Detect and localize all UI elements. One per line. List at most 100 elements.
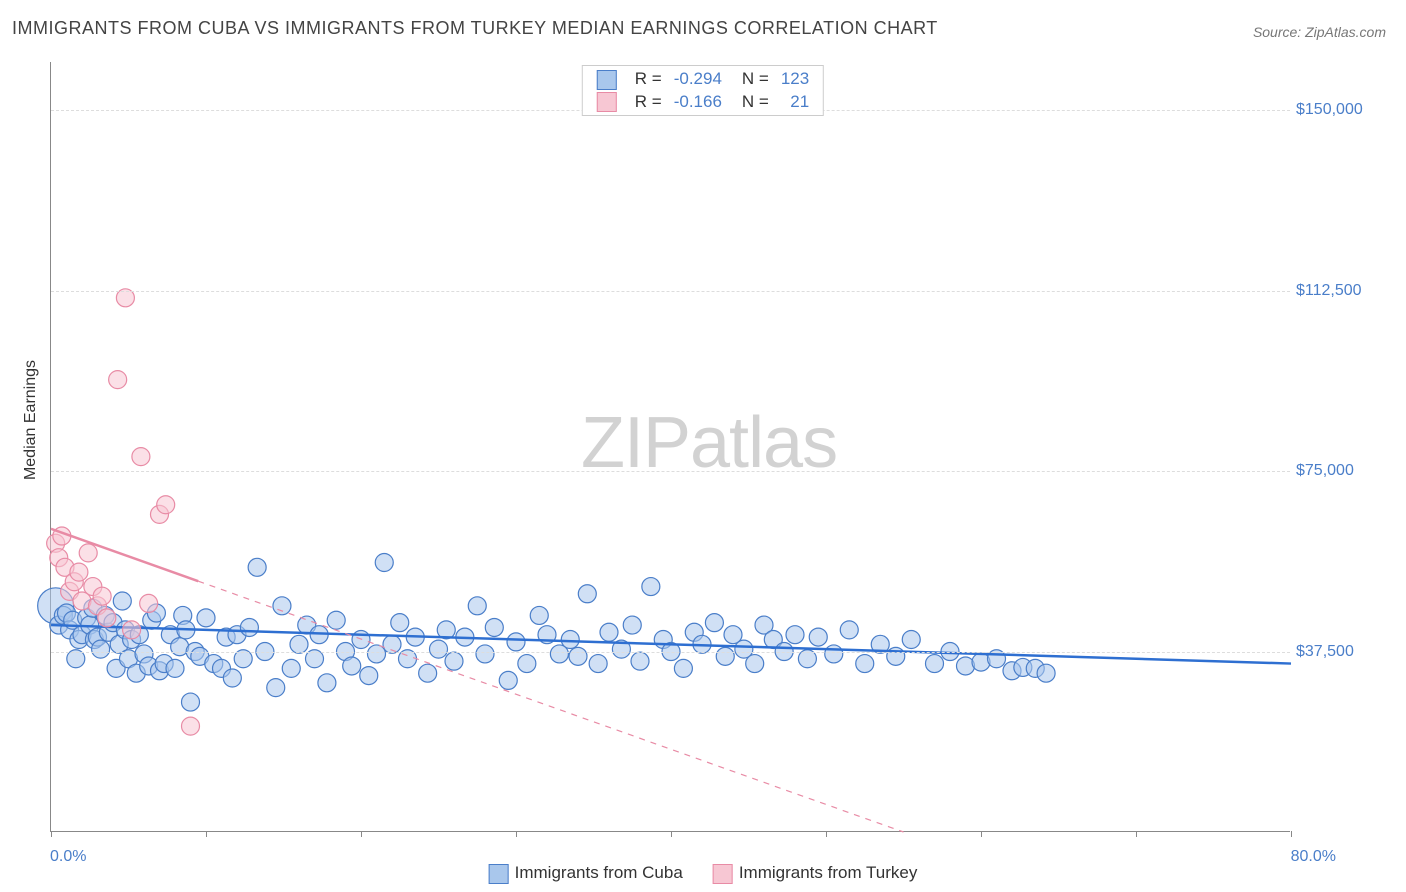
x-tick [1291,831,1292,837]
data-point [273,597,291,615]
data-point [197,609,215,627]
data-point [282,659,300,677]
trendline-dashed [198,581,903,832]
x-tick [1136,831,1137,837]
data-point [343,657,361,675]
legend-label: Immigrants from Turkey [739,863,918,882]
data-point [840,621,858,639]
data-point [468,597,486,615]
data-point [248,558,266,576]
data-point [716,647,734,665]
data-point [140,594,158,612]
legend-n-value: 123 [775,68,815,91]
data-point [825,645,843,663]
legend-series: Immigrants from Cuba Immigrants from Turk… [489,863,918,884]
source-label: Source: ZipAtlas.com [1253,24,1386,40]
x-tick [361,831,362,837]
legend-item: Immigrants from Cuba [489,863,683,884]
chart-svg [51,62,1290,831]
data-point [360,667,378,685]
data-point [93,587,111,605]
data-point [631,652,649,670]
x-tick [51,831,52,837]
data-point [485,618,503,636]
data-point [92,640,110,658]
data-point [589,655,607,673]
data-point [445,652,463,670]
data-point [1037,664,1055,682]
data-point [809,628,827,646]
data-point [240,618,258,636]
chart-title: IMMIGRANTS FROM CUBA VS IMMIGRANTS FROM … [12,18,938,39]
data-point [746,655,764,673]
data-point [132,448,150,466]
data-point [642,578,660,596]
data-point [318,674,336,692]
data-point [79,544,97,562]
y-tick-label: $150,000 [1296,101,1386,119]
y-tick-label: $112,500 [1296,282,1386,300]
data-point [972,653,990,671]
legend-item: Immigrants from Turkey [713,863,918,884]
data-point [600,623,618,641]
data-point [123,621,141,639]
data-point [786,626,804,644]
legend-r-label: R = [629,68,668,91]
data-point [182,693,200,711]
data-point [267,679,285,697]
data-point [327,611,345,629]
x-tick [671,831,672,837]
legend-swatch [597,92,617,112]
data-point [623,616,641,634]
data-point [518,655,536,673]
data-point [476,645,494,663]
data-point [561,631,579,649]
data-point [113,592,131,610]
data-point [569,647,587,665]
legend-r-label: R = [629,91,668,114]
legend-swatch [489,864,509,884]
legend-swatch [713,864,733,884]
x-tick [206,831,207,837]
data-point [530,606,548,624]
x-tick [981,831,982,837]
data-point [223,669,241,687]
legend-r-value: -0.166 [668,91,728,114]
gridline [51,291,1290,292]
y-tick-label: $75,000 [1296,462,1386,480]
data-point [182,717,200,735]
legend-swatch [597,70,617,90]
legend-n-label: N = [728,91,775,114]
data-point [166,659,184,677]
data-point [70,563,88,581]
data-point [98,609,116,627]
data-point [856,655,874,673]
data-point [391,614,409,632]
data-point [507,633,525,651]
legend-row: R =-0.166N =21 [591,91,815,114]
x-tick [826,831,827,837]
plot-area: ZIPatlas $37,500$75,000$112,500$150,000 [50,62,1290,832]
legend-row: R =-0.294N =123 [591,68,815,91]
chart-container: IMMIGRANTS FROM CUBA VS IMMIGRANTS FROM … [0,0,1406,892]
y-tick-label: $37,500 [1296,643,1386,661]
data-point [430,640,448,658]
data-point [368,645,386,663]
data-point [674,659,692,677]
x-min-label: 0.0% [50,848,86,866]
legend-r-value: -0.294 [668,68,728,91]
data-point [902,631,920,649]
data-point [926,655,944,673]
data-point [157,496,175,514]
legend-n-value: 21 [775,91,815,114]
x-tick [516,831,517,837]
legend-correlation: R =-0.294N =123R =-0.166N =21 [582,65,824,116]
gridline [51,471,1290,472]
data-point [499,671,517,689]
data-point [375,554,393,572]
data-point [419,664,437,682]
legend-n-label: N = [728,68,775,91]
data-point [109,371,127,389]
legend-label: Immigrants from Cuba [515,863,683,882]
gridline [51,652,1290,653]
